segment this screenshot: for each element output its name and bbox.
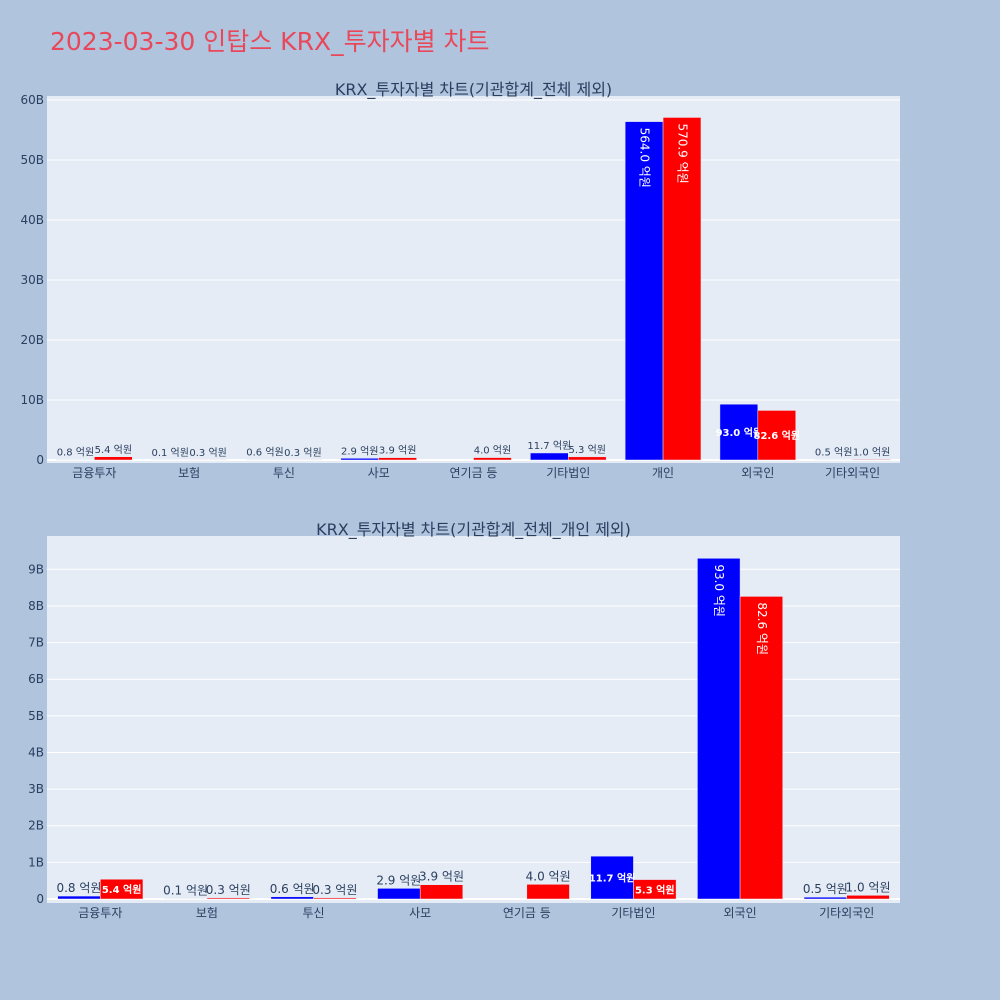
bar-label: 0.5 억원	[815, 447, 852, 459]
y-tick-label: 7B	[28, 636, 44, 650]
bar-label: 1.0 억원	[846, 880, 891, 894]
bar-label: 4.0 억원	[526, 869, 571, 883]
bar	[624, 121, 664, 461]
y-tick-label: 40B	[20, 213, 44, 227]
y-tick-label: 1B	[28, 855, 44, 869]
bar-label: 2.9 억원	[376, 873, 421, 887]
bar	[270, 896, 314, 900]
bar-label: 93.0 억원	[712, 564, 726, 617]
x-tick-label: 사모	[409, 906, 431, 920]
bar-label: 0.3 억원	[312, 883, 357, 897]
bar	[757, 410, 796, 461]
bar-label: 2.9 억원	[341, 445, 378, 457]
x-tick-label: 기타법인	[611, 906, 655, 920]
x-tick-label: 연기금 등	[503, 906, 551, 920]
bar-label: 0.6 억원	[246, 447, 283, 459]
x-tick-label: 기타외국인	[825, 466, 880, 480]
x-tick-label: 기타외국인	[819, 906, 874, 920]
y-tick-label: 9B	[28, 562, 44, 576]
bar	[378, 457, 417, 461]
bar	[803, 896, 847, 900]
bar-label: 570.9 억원	[676, 123, 690, 183]
bar	[340, 458, 379, 461]
y-tick-label: 6B	[28, 672, 44, 686]
x-tick-label: 연기금 등	[450, 466, 498, 480]
bar-label: 93.0 억원	[716, 426, 763, 439]
x-tick-label: 투신	[273, 466, 295, 480]
y-tick-label: 30B	[20, 273, 44, 287]
bar-label: 4.0 억원	[474, 445, 511, 457]
bar-label: 5.3 억원	[635, 883, 675, 896]
x-tick-label: 금융투자	[72, 466, 116, 480]
bar	[662, 117, 702, 461]
bar-label: 0.1 억원	[151, 447, 188, 459]
x-tick-label: 투신	[303, 906, 325, 920]
bar	[377, 888, 421, 900]
bar	[697, 558, 741, 900]
bar	[526, 884, 570, 900]
bar	[94, 456, 133, 461]
y-tick-label: 10B	[20, 393, 44, 407]
bar-label: 1.0 억원	[853, 446, 890, 458]
bar-label: 3.9 억원	[379, 445, 416, 457]
bar-label: 0.3 억원	[284, 447, 321, 459]
y-tick-label: 0	[36, 892, 44, 906]
x-tick-label: 금융투자	[78, 906, 122, 920]
chart-2: 0 1B 2B 3B 4B 5B 6B 7B 8B 9B KRX_투자자별 차트(기관합계_전체_개…	[28, 520, 900, 920]
bar-label: 0.3 억원	[189, 447, 226, 459]
bar-label: 11.7 억원	[589, 872, 636, 885]
y-tick-label: 4B	[28, 745, 44, 759]
bar-label: 0.3 억원	[206, 883, 251, 897]
bar	[633, 879, 677, 900]
chart-1: 0 10B 20B 30B 40B 50B 60B KRX_투자자별 차트(기관합계_전체 제…	[20, 80, 900, 480]
y-tick-label: 60B	[20, 93, 44, 107]
x-tick-label: 보험	[196, 906, 218, 920]
x-tick-label: 보험	[178, 466, 200, 480]
x-tick-label: 외국인	[741, 466, 774, 480]
bar-label: 0.8 억원	[57, 447, 94, 459]
y-tick-label: 8B	[28, 599, 44, 613]
bar-label: 564.0 억원	[638, 128, 652, 188]
bar	[100, 878, 144, 900]
chart-title: KRX_투자자별 차트(기관합계_전체_개인 제외)	[316, 520, 631, 540]
x-tick-label: 사모	[368, 466, 390, 480]
bar-label: 0.8 억원	[56, 881, 101, 895]
bar	[852, 459, 891, 461]
bar-label: 5.3 억원	[568, 444, 605, 456]
bar	[846, 895, 890, 900]
bar	[419, 884, 464, 900]
bar	[719, 403, 759, 461]
bar-label: 0.6 억원	[270, 882, 315, 896]
y-tick-label: 2B	[28, 819, 44, 833]
bar	[590, 855, 634, 900]
bar-label: 5.4 억원	[102, 883, 142, 896]
bar-label: 3.9 억원	[419, 870, 464, 884]
page-title: 2023-03-30 인탑스 KRX_투자자별 차트	[50, 27, 490, 56]
chart-title: KRX_투자자별 차트(기관합계_전체 제외)	[335, 80, 612, 100]
bar-label: 11.7 억원	[527, 440, 571, 452]
bar	[57, 895, 101, 900]
bar	[568, 456, 607, 461]
y-tick-label: 50B	[20, 153, 44, 167]
y-tick-label: 3B	[28, 782, 44, 796]
bar	[206, 897, 250, 900]
y-tick-label: 20B	[20, 333, 44, 347]
y-tick-label: 5B	[28, 709, 44, 723]
bar	[313, 897, 357, 900]
x-tick-label: 개인	[652, 466, 674, 480]
y-tick-label: 0	[36, 453, 44, 467]
bar	[473, 457, 512, 461]
bar	[739, 596, 783, 900]
bar-label: 5.4 억원	[95, 444, 132, 456]
x-tick-label: 기타법인	[546, 466, 590, 480]
x-tick-label: 외국인	[724, 906, 757, 920]
bar-label: 0.1 억원	[163, 884, 208, 898]
bar	[530, 452, 569, 461]
bar-label: 82.6 억원	[755, 602, 769, 655]
bar-label: 0.5 억원	[803, 882, 848, 896]
bar-label: 82.6 억원	[754, 429, 801, 442]
